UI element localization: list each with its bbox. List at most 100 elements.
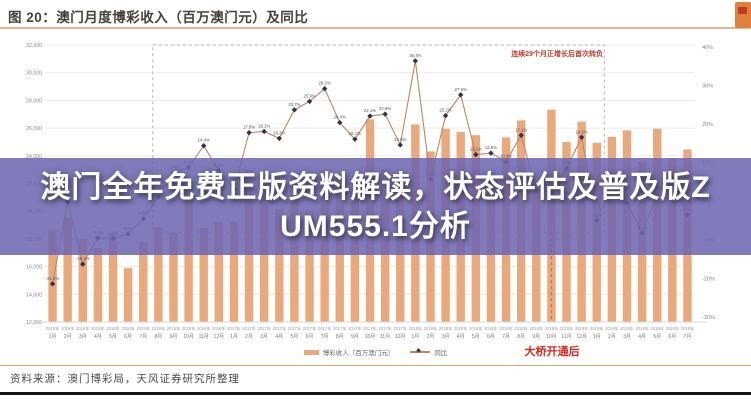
- svg-text:2019年: 2019年: [650, 325, 664, 332]
- svg-text:7月: 7月: [684, 334, 692, 340]
- svg-text:14.4%: 14.4%: [198, 138, 210, 143]
- svg-text:9月: 9月: [351, 334, 359, 340]
- svg-text:2016年: 2016年: [136, 325, 150, 332]
- svg-text:5月: 5月: [291, 334, 299, 340]
- svg-text:2017年: 2017年: [288, 325, 302, 332]
- svg-text:12月: 12月: [214, 334, 225, 340]
- overlay-banner-text-line2: UM555.1分析: [280, 209, 471, 243]
- svg-text:2016年: 2016年: [46, 325, 60, 332]
- svg-text:5月: 5月: [109, 334, 117, 340]
- svg-text:6月: 6月: [124, 334, 132, 340]
- svg-text:2017年: 2017年: [318, 325, 332, 332]
- svg-text:20%: 20%: [702, 122, 713, 128]
- svg-text:10.3%: 10.3%: [500, 154, 512, 159]
- svg-text:12,000: 12,000: [26, 320, 42, 326]
- svg-text:2019年: 2019年: [605, 325, 619, 332]
- legend-item-yoy: ◆ 同比: [410, 347, 447, 357]
- svg-text:2018年: 2018年: [560, 325, 574, 332]
- svg-text:17.1%: 17.1%: [515, 127, 527, 132]
- legend-item-revenue: 博彩收入（百万澳门元）: [303, 347, 395, 357]
- svg-text:2016年: 2016年: [91, 325, 105, 332]
- svg-text:2018年: 2018年: [424, 325, 438, 332]
- svg-text:2019年: 2019年: [590, 325, 604, 332]
- svg-text:6月: 6月: [487, 334, 495, 340]
- svg-text:2018年: 2018年: [454, 325, 468, 332]
- svg-text:2017年: 2017年: [303, 325, 317, 332]
- svg-text:2016年: 2016年: [76, 325, 90, 332]
- svg-text:4月: 4月: [457, 334, 465, 340]
- svg-text:24,000: 24,000: [26, 154, 42, 160]
- svg-text:1月: 1月: [230, 334, 238, 340]
- svg-text:2月: 2月: [64, 334, 72, 340]
- svg-text:22.6%: 22.6%: [379, 106, 391, 111]
- svg-text:22.2%: 22.2%: [439, 108, 451, 113]
- page-title: 图 20：澳门月度博彩收入（百万澳门元）及同比: [8, 10, 309, 25]
- svg-text:3月: 3月: [79, 334, 87, 340]
- svg-text:7月: 7月: [139, 334, 147, 340]
- svg-text:2016年: 2016年: [152, 325, 166, 332]
- svg-text:30%: 30%: [702, 84, 713, 90]
- svg-text:4月: 4月: [275, 334, 283, 340]
- svg-text:2016年: 2016年: [61, 325, 75, 332]
- svg-text:3月: 3月: [442, 334, 450, 340]
- svg-text:32,000: 32,000: [26, 43, 42, 49]
- svg-text:2019年: 2019年: [635, 325, 649, 332]
- svg-text:7月: 7月: [321, 334, 329, 340]
- svg-text:16.3%: 16.3%: [273, 130, 285, 135]
- svg-text:8月: 8月: [154, 334, 162, 340]
- svg-text:14.6%: 14.6%: [394, 137, 406, 142]
- svg-text:2018年: 2018年: [514, 325, 528, 332]
- svg-text:23.7%: 23.7%: [288, 102, 300, 107]
- svg-text:2017年: 2017年: [378, 325, 392, 332]
- svg-text:22.1%: 22.1%: [364, 108, 376, 113]
- svg-text:27.6%: 27.6%: [455, 87, 467, 92]
- svg-text:11月: 11月: [199, 334, 209, 340]
- svg-text:2016年: 2016年: [121, 325, 135, 332]
- svg-text:9月: 9月: [170, 334, 178, 340]
- svg-text:16.1%: 16.1%: [349, 131, 361, 136]
- streak-annotation: 连续29个月正增长后首次转负: [511, 51, 603, 58]
- svg-text:-21.4%: -21.4%: [46, 276, 60, 281]
- svg-text:16.6%: 16.6%: [576, 129, 588, 134]
- x-axis-labels: 2016年 1月 2016年 2月 2016年 3月 2016年 4月 2016年 5月 2016年…: [33, 321, 707, 340]
- svg-text:2016年: 2016年: [197, 325, 211, 332]
- svg-text:12月: 12月: [395, 334, 406, 340]
- title-divider: [0, 27, 751, 29]
- svg-text:26,000: 26,000: [26, 126, 42, 132]
- svg-text:5月: 5月: [472, 334, 480, 340]
- svg-text:6月: 6月: [668, 334, 676, 340]
- svg-text:1月: 1月: [411, 334, 419, 340]
- svg-text:6月: 6月: [306, 334, 314, 340]
- svg-text:-30%: -30%: [702, 315, 715, 321]
- svg-text:2月: 2月: [608, 334, 616, 340]
- footer-divider: [0, 365, 751, 366]
- svg-text:2月: 2月: [427, 334, 435, 340]
- svg-text:30,000: 30,000: [26, 71, 42, 77]
- svg-text:2月: 2月: [245, 334, 253, 340]
- svg-text:2019年: 2019年: [620, 325, 634, 332]
- svg-text:2017年: 2017年: [348, 325, 362, 332]
- svg-text:4月: 4月: [94, 334, 102, 340]
- svg-text:28,000: 28,000: [26, 98, 42, 104]
- svg-text:2016年: 2016年: [167, 325, 181, 332]
- svg-text:9月: 9月: [532, 334, 540, 340]
- corner-widget[interactable]: [735, 2, 751, 28]
- bridge-annotation: 大桥开通后: [524, 346, 580, 358]
- legend-bar-label: 博彩收入（百万澳门元）: [322, 350, 395, 357]
- svg-text:10月: 10月: [183, 334, 194, 340]
- svg-text:29.2%: 29.2%: [319, 81, 331, 86]
- source-note: 资料来源：澳门博彩局，天风证券研究所整理: [10, 373, 240, 385]
- svg-text:2019年: 2019年: [666, 325, 680, 332]
- svg-text:2018年: 2018年: [439, 325, 453, 332]
- svg-text:-20%: -20%: [702, 276, 715, 282]
- svg-text:2017年: 2017年: [363, 325, 377, 332]
- overlay-banner-text-line1: 澳门全年免费正版资料解读，状态评估及普及版Z: [40, 170, 711, 204]
- svg-text:2018年: 2018年: [409, 325, 423, 332]
- svg-text:11月: 11月: [380, 334, 390, 340]
- svg-text:2016年: 2016年: [212, 325, 226, 332]
- svg-text:2018年: 2018年: [575, 325, 589, 332]
- svg-text:2017年: 2017年: [333, 325, 347, 332]
- overlay-banner: 澳门全年免费正版资料解读，状态评估及普及版Z UM555.1分析: [0, 158, 751, 255]
- svg-text:2018年: 2018年: [545, 325, 559, 332]
- svg-text:2017年: 2017年: [242, 325, 256, 332]
